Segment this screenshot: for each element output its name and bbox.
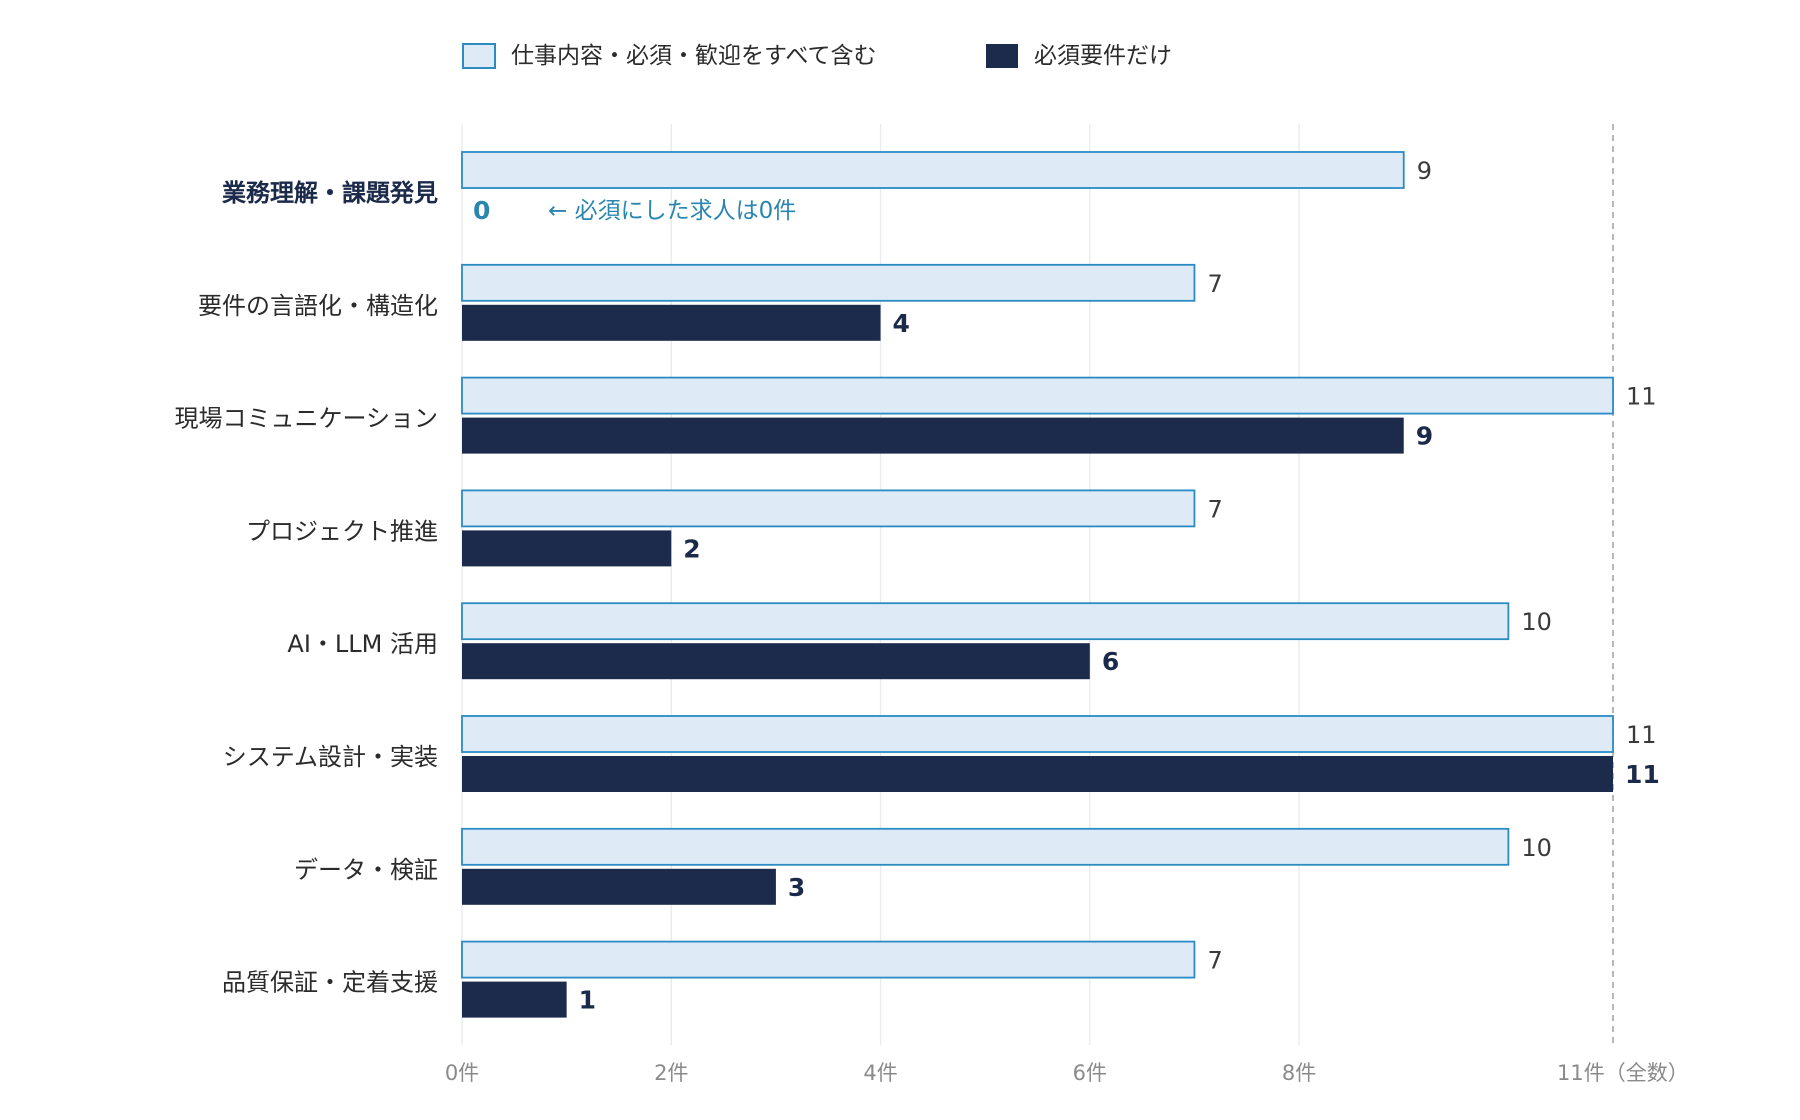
data-label-all: 10 [1521, 608, 1552, 636]
data-label-required: 2 [683, 534, 700, 563]
bar-all [461, 715, 1614, 753]
x-tick-label: 11件（全数） [1557, 1061, 1689, 1085]
bar-all [461, 602, 1510, 641]
bar-required [462, 756, 1613, 792]
data-label-required: 6 [1102, 647, 1119, 676]
category-label: システム設計・実装 [223, 743, 438, 771]
data-label-all: 7 [1207, 495, 1222, 523]
category-label: AI・LLM 活用 [287, 630, 438, 658]
bars: 9 0 ← 必須にした求人は0件 7 4 11 9 7 2 10 6 11 11 10 3 7 1 [461, 151, 1660, 1018]
data-label-required: 4 [893, 309, 910, 338]
annotation-text: ← 必須にした求人は0件 [548, 198, 796, 224]
bar-all [461, 263, 1196, 302]
legend: 仕事内容・必須・歓迎をすべて含む 必須要件だけ [462, 43, 1172, 69]
category-label: 品質保証・定着支援 [222, 969, 438, 997]
data-label-all: 9 [1417, 157, 1432, 185]
data-label-all: 7 [1207, 270, 1222, 298]
bar-all [461, 940, 1196, 979]
category-label: プロジェクト推進 [246, 517, 438, 545]
legend-swatch-all [462, 43, 496, 69]
category-label: 現場コミュニケーション [174, 405, 438, 433]
grid-lines [461, 124, 1614, 1045]
data-label-required: 1 [579, 986, 596, 1015]
data-label-all: 7 [1207, 947, 1222, 975]
legend-swatch-required [986, 44, 1018, 68]
data-label-required: 3 [788, 873, 805, 902]
category-label: データ・検証 [294, 856, 438, 884]
bar-all [461, 151, 1405, 189]
x-tick-label: 0件 [445, 1061, 479, 1085]
bar-required [462, 530, 672, 567]
bar-required [462, 981, 567, 1018]
x-axis-ticks: 0件 2件 4件 6件 8件 11件（全数） [445, 1061, 1689, 1085]
data-label-required: 11 [1625, 760, 1660, 789]
bar-all [461, 489, 1196, 528]
x-tick-label: 2件 [654, 1061, 688, 1085]
bar-required [462, 868, 776, 905]
data-label-required: 9 [1416, 422, 1433, 451]
legend-label-required: 必須要件だけ [1034, 43, 1172, 69]
category-label: 業務理解・課題発見 [222, 179, 438, 207]
data-label-all: 11 [1626, 383, 1657, 411]
x-tick-label: 4件 [863, 1061, 897, 1085]
bar-required [462, 643, 1090, 680]
data-label-all: 11 [1626, 721, 1657, 749]
data-label-all: 10 [1521, 834, 1552, 862]
bar-all [461, 376, 1614, 415]
data-label-required-zero: 0 [473, 196, 490, 225]
legend-label-all: 仕事内容・必須・歓迎をすべて含む [511, 43, 876, 69]
bar-required [462, 304, 881, 341]
x-tick-label: 6件 [1073, 1061, 1107, 1085]
bar-all [461, 827, 1510, 866]
bar-required [462, 417, 1404, 454]
category-label: 要件の言語化・構造化 [198, 292, 438, 320]
x-tick-label: 8件 [1282, 1061, 1316, 1085]
